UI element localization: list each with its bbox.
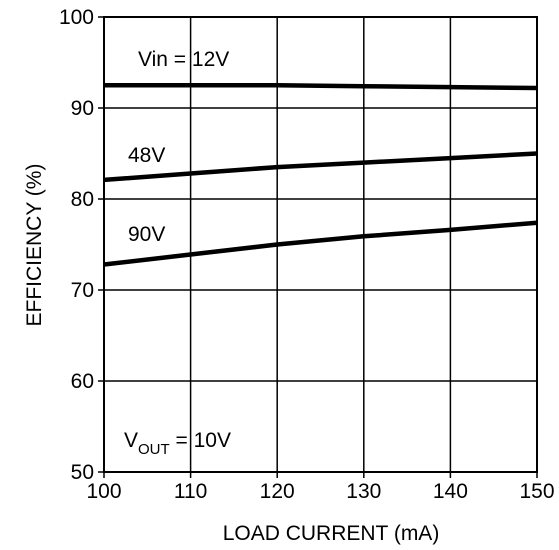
x-tick-label: 150 — [519, 480, 554, 503]
y-tick-label: 90 — [71, 97, 94, 120]
x-tick-label: 120 — [260, 480, 295, 503]
x-tick-labels: 100 110 120 130 140 150 — [86, 480, 554, 503]
y-tick-label: 50 — [71, 461, 94, 484]
vout-subscript: OUT — [138, 441, 170, 458]
series-line-2 — [104, 223, 537, 265]
y-tick-label: 80 — [71, 188, 94, 211]
x-tick-label: 130 — [346, 480, 381, 503]
y-tick-label: 100 — [59, 6, 94, 29]
series-label-vin-12v: Vin = 12V — [138, 48, 229, 71]
x-axis-label: LOAD CURRENT (mA) — [223, 522, 440, 545]
x-tick-label: 110 — [174, 480, 207, 503]
vout-annotation: VOUT = 10V — [124, 429, 231, 458]
series-line-0 — [104, 85, 537, 88]
series-label-48v: 48V — [128, 144, 165, 167]
y-tick-labels: 50 60 70 80 90 100 — [59, 6, 94, 484]
series-lines — [104, 85, 537, 264]
y-tick-label: 60 — [71, 370, 94, 393]
y-tick-label: 70 — [71, 279, 94, 302]
vout-suffix: = 10V — [170, 429, 231, 452]
y-axis-label: EFFICIENCY (%) — [23, 164, 46, 327]
series-line-1 — [104, 154, 537, 180]
series-label-90v: 90V — [128, 223, 165, 246]
x-tick-label: 140 — [433, 480, 468, 503]
vout-prefix: V — [124, 429, 138, 452]
